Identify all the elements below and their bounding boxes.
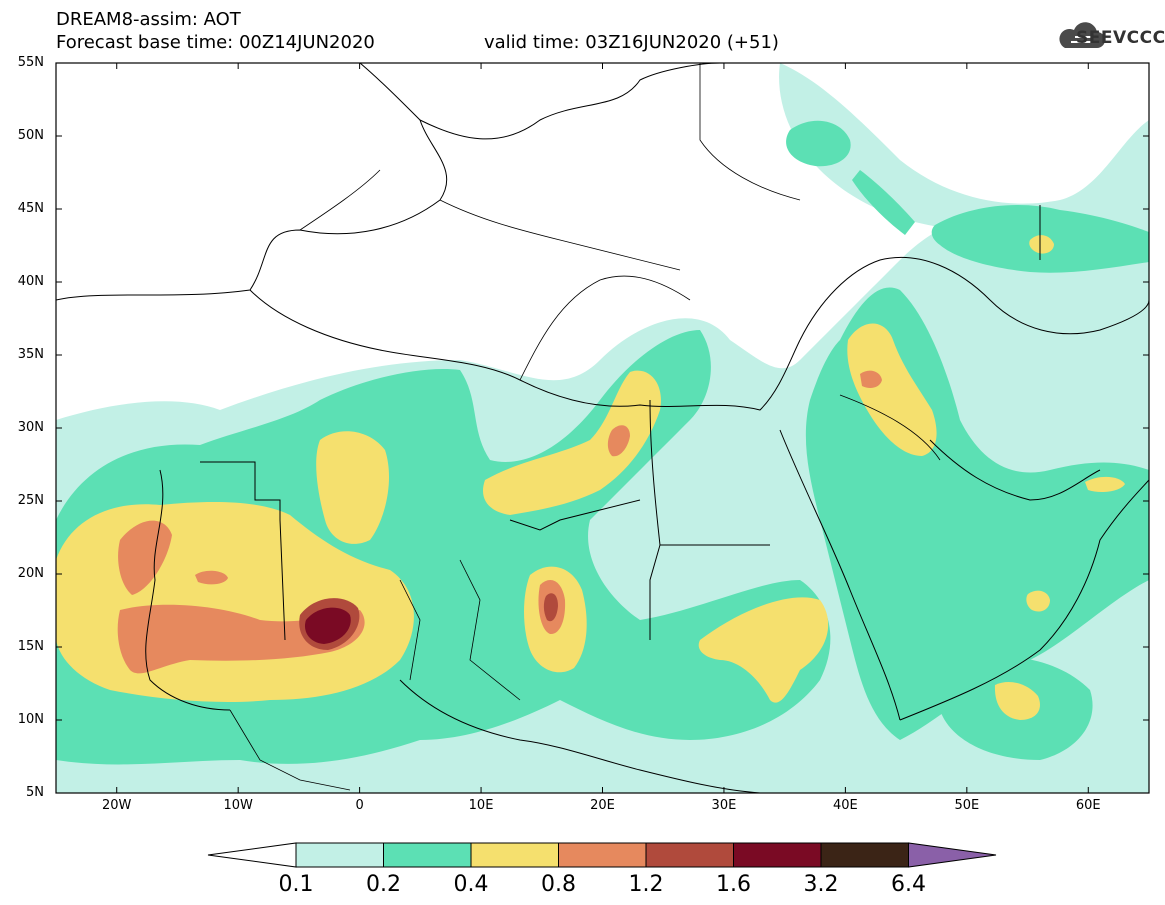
aot-contour-1.6 bbox=[304, 607, 351, 644]
lat-tick-label: 40N bbox=[17, 274, 44, 289]
lat-tick-label: 55N bbox=[17, 55, 44, 70]
colorbar-label: 0.2 bbox=[366, 872, 401, 897]
coastlines bbox=[56, 63, 1149, 793]
colorbar-label: 3.2 bbox=[803, 872, 839, 897]
lon-tick-label: 40E bbox=[832, 798, 858, 813]
lon-tick-label: 20W bbox=[102, 798, 132, 813]
valid-time: valid time: 03Z16JUN2020 (+51) bbox=[484, 32, 779, 53]
lat-tick-label: 15N bbox=[17, 639, 44, 654]
lon-tick-label: 20E bbox=[590, 798, 615, 813]
lon-tick-label: 30E bbox=[711, 798, 737, 813]
lon-tick-label: 10W bbox=[223, 798, 253, 813]
lon-tick-label: 10E bbox=[468, 798, 494, 813]
map-title: DREAM8-assim: AOT bbox=[56, 9, 241, 30]
lat-tick-label: 5N bbox=[26, 785, 44, 800]
lat-tick-label: 20N bbox=[17, 566, 44, 581]
lat-tick-label: 30N bbox=[17, 420, 44, 435]
lat-tick-label: 45N bbox=[17, 201, 44, 216]
colorbar-label: 0.1 bbox=[278, 872, 314, 897]
lat-tick-label: 25N bbox=[17, 493, 44, 508]
colorbar-label: 1.2 bbox=[628, 872, 664, 897]
lat-tick-label: 35N bbox=[17, 347, 44, 362]
lon-tick-label: 60E bbox=[1075, 798, 1101, 813]
forecast-base-time: Forecast base time: 00Z14JUN2020 bbox=[56, 32, 375, 53]
cloud-icon bbox=[1059, 22, 1105, 48]
lat-tick-label: 10N bbox=[17, 712, 44, 727]
lat-tick-label: 50N bbox=[17, 128, 44, 143]
colorbar-label: 0.8 bbox=[541, 872, 576, 897]
colorbar-label: 6.4 bbox=[891, 872, 926, 897]
lon-tick-label: 50E bbox=[954, 798, 980, 813]
lon-tick-label: 0 bbox=[355, 798, 364, 813]
colorbar-label: 0.4 bbox=[453, 872, 489, 897]
colorbar-label: 1.6 bbox=[716, 872, 751, 897]
seevccc-logo: SEEVCCC bbox=[1076, 28, 1165, 48]
country-borders bbox=[229, 63, 941, 791]
